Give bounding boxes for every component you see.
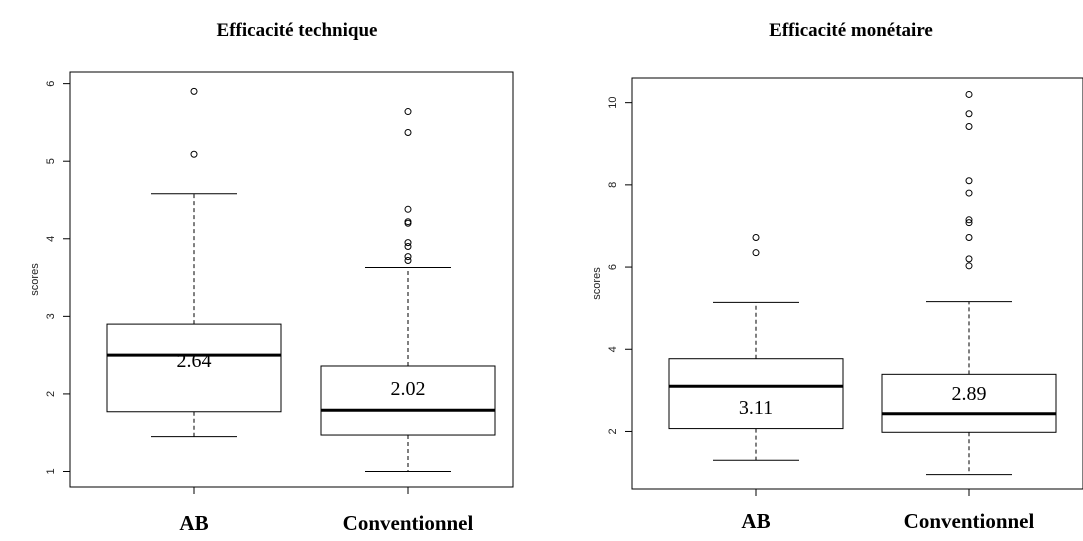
outlier-point	[404, 205, 412, 213]
y-tick-label: 1	[45, 468, 57, 474]
outlier-point	[965, 189, 973, 197]
outlier-point	[965, 216, 973, 224]
outlier-point	[965, 90, 973, 98]
iqr-box	[320, 365, 496, 436]
panel-1: Efficacité technique123456scores2.64AB2.…	[29, 20, 514, 535]
category-label: Conventionnel	[343, 511, 474, 535]
y-tick-label: 5	[45, 158, 57, 164]
outlier-point	[404, 129, 412, 137]
y-tick-label: 3	[45, 313, 57, 319]
box-ab: 3.11 AB	[668, 233, 844, 533]
iqr-box	[881, 373, 1057, 433]
outlier-point	[190, 150, 198, 158]
outlier-point	[404, 239, 412, 247]
y-axis-label: scores	[29, 263, 41, 296]
outlier-point	[965, 255, 973, 263]
iqr-box	[106, 323, 282, 413]
outlier-point	[965, 219, 973, 227]
outlier-point	[404, 253, 412, 261]
y-tick-label: 8	[607, 182, 619, 188]
plot-frame	[631, 77, 1083, 490]
outlier-point	[190, 87, 198, 95]
y-tick-label: 10	[607, 97, 619, 109]
y-tick-label: 6	[607, 264, 619, 270]
mean-label: 3.11	[739, 397, 773, 419]
iqr-box	[668, 358, 844, 430]
outlier-point	[965, 110, 973, 118]
outlier-point	[404, 108, 412, 116]
outlier-point	[965, 177, 973, 185]
outlier-point	[404, 256, 412, 264]
y-tick-label: 2	[45, 391, 57, 397]
mean-label: 2.02	[391, 378, 426, 400]
y-tick-label: 2	[607, 428, 619, 434]
outlier-point	[752, 249, 760, 257]
outlier-point	[404, 218, 412, 226]
y-tick-label: 4	[607, 346, 619, 352]
outlier-point	[965, 262, 973, 270]
y-tick-label: 4	[45, 236, 57, 242]
outlier-point	[752, 233, 760, 241]
box-conventionnel: 2.02 Conventionnel	[320, 108, 496, 535]
mean-label: 2.64	[177, 350, 212, 372]
outlier-point	[965, 122, 973, 130]
panel-2: Efficacité monétaire 2 4 6 8 10 scores 3.11 AB 2.…	[591, 20, 1083, 533]
y-axis-label: scores	[591, 267, 603, 300]
chart-title: Efficacité technique	[217, 20, 378, 41]
category-label: Conventionnel	[904, 509, 1035, 533]
category-label: AB	[179, 511, 208, 535]
outlier-point	[965, 233, 973, 241]
plot-frame	[69, 71, 514, 488]
box-ab: 2.64 AB	[106, 87, 282, 535]
category-label: AB	[741, 509, 770, 533]
chart-title: Efficacité monétaire	[769, 20, 933, 41]
mean-label: 2.89	[952, 383, 987, 405]
box-conventionnel: 2.89 Conventionnel	[881, 90, 1057, 533]
y-tick-label: 6	[45, 81, 57, 87]
outlier-point	[404, 243, 412, 251]
